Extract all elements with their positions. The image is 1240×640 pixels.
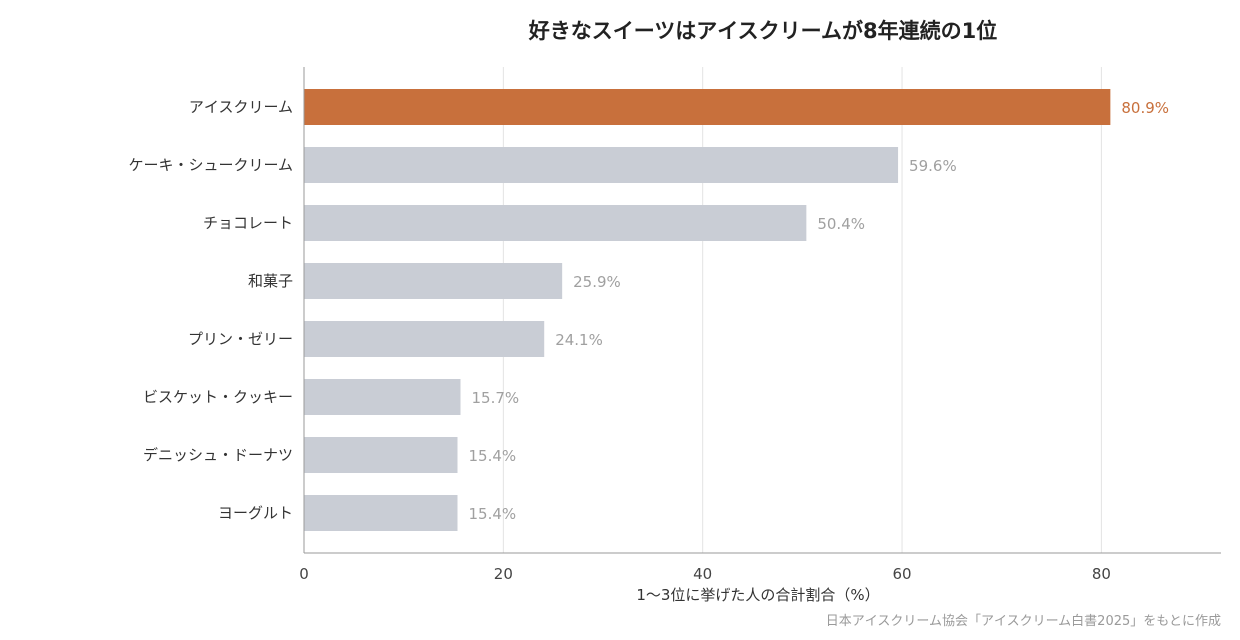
bar	[304, 89, 1111, 125]
bar	[304, 205, 807, 241]
bar	[304, 147, 899, 183]
category-label: デニッシュ・ドーナツ	[143, 446, 293, 464]
value-label: 15.4%	[468, 447, 516, 465]
chart-title: 好きなスイーツはアイスクリームが8年連続の1位	[528, 19, 998, 43]
x-tick-label: 60	[892, 565, 911, 583]
source-note: 日本アイスクリーム協会「アイスクリーム白書2025」をもとに作成	[826, 613, 1221, 629]
category-label: 和菓子	[248, 272, 293, 290]
bar	[304, 437, 458, 473]
bar	[304, 495, 458, 531]
x-tick-label: 20	[494, 565, 513, 583]
bar	[304, 263, 563, 299]
grid	[502, 67, 1102, 553]
x-tick-label: 80	[1092, 565, 1111, 583]
category-label: ビスケット・クッキー	[143, 388, 293, 406]
bars: アイスクリーム 80.9% ケーキ・シュークリーム 59.6% チョコレート 50.4% 和…	[128, 89, 1169, 531]
value-label: 25.9%	[573, 273, 621, 291]
axes: 0 20 40 60 80	[299, 67, 1221, 583]
bar	[304, 379, 461, 415]
value-label: 15.4%	[468, 505, 516, 523]
x-tick-label: 0	[299, 565, 309, 583]
value-label: 24.1%	[555, 331, 603, 349]
category-label: チョコレート	[203, 214, 293, 232]
bar	[304, 321, 545, 357]
category-label: アイスクリーム	[189, 98, 293, 116]
value-label: 15.7%	[471, 389, 519, 407]
x-tick-label: 40	[693, 565, 712, 583]
x-axis-label: 1〜3位に挙げた人の合計割合（%）	[636, 586, 879, 604]
category-label: ケーキ・シュークリーム	[128, 156, 293, 174]
category-label: プリン・ゼリー	[188, 330, 293, 348]
value-label: 50.4%	[817, 215, 865, 233]
value-label: 80.9%	[1121, 99, 1169, 117]
value-label: 59.6%	[909, 157, 957, 175]
category-label: ヨーグルト	[218, 504, 293, 522]
